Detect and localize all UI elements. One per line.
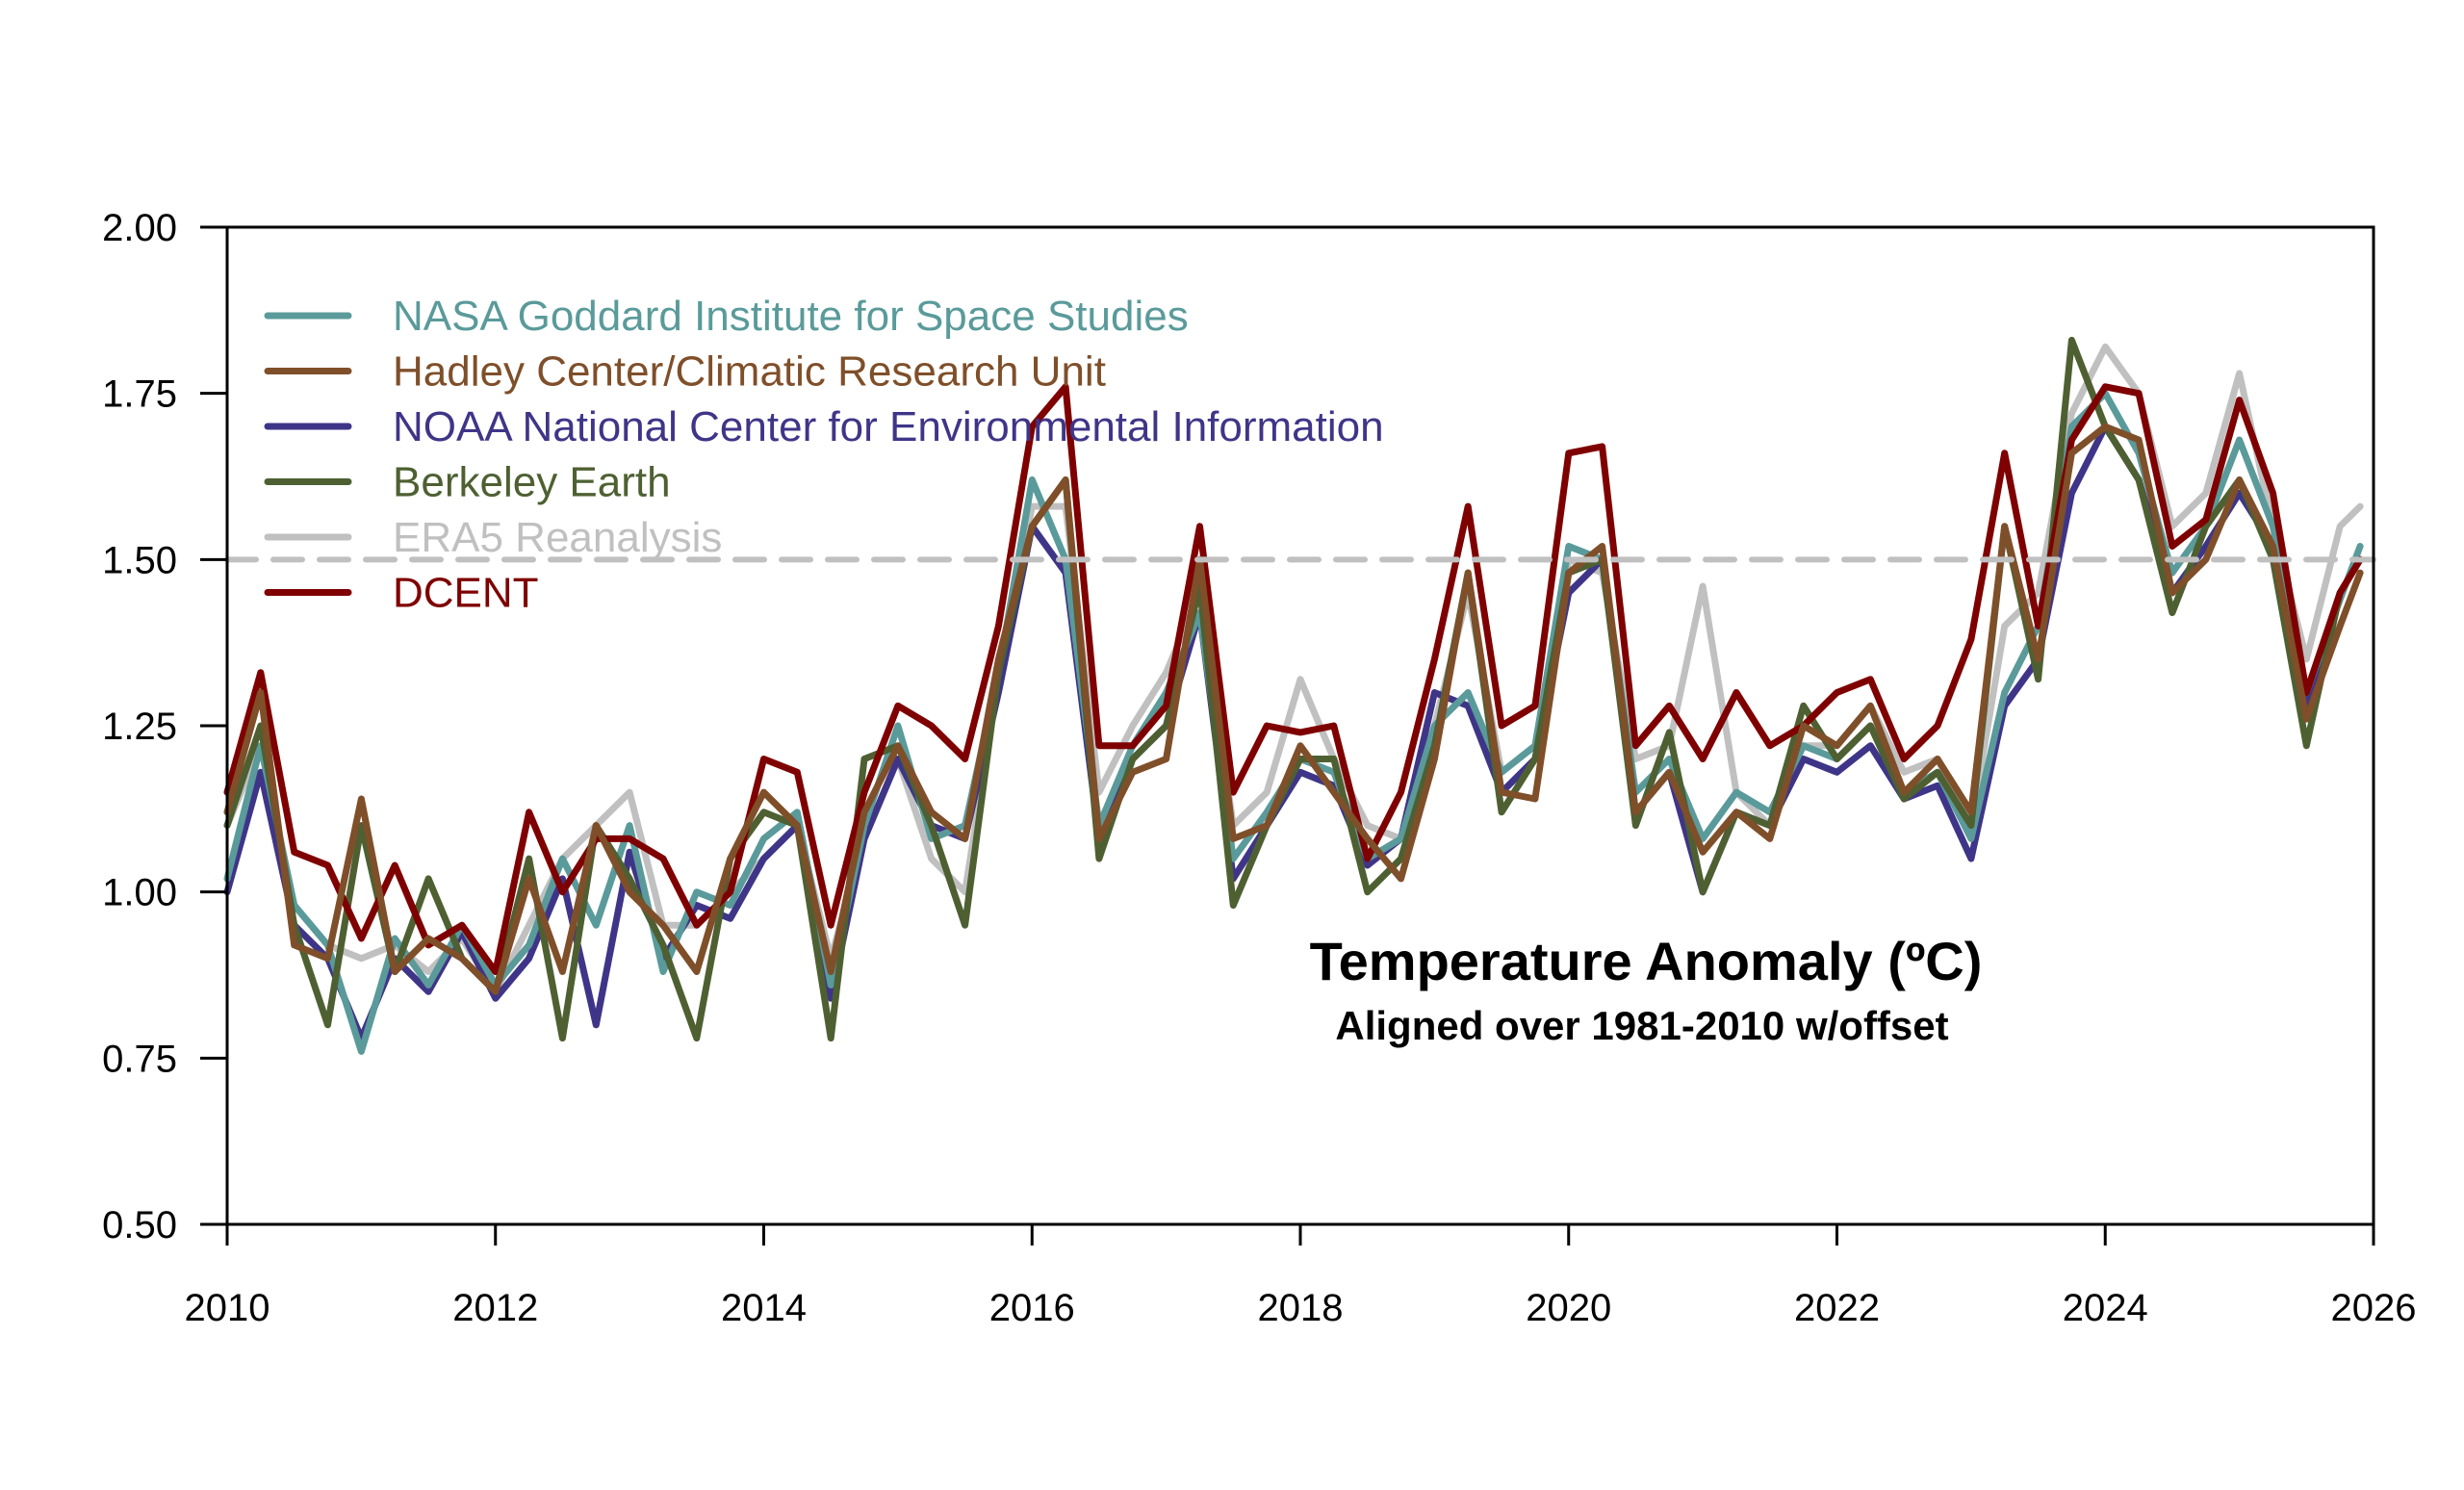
legend-label: NASA Goddard Institute for Space Studies <box>393 293 1189 340</box>
y-tick-label: 2.00 <box>102 207 177 249</box>
y-tick-label: 1.00 <box>102 872 177 914</box>
chart-subtitle: Aligned over 1981-2010 w/offset <box>1335 1003 1948 1048</box>
y-tick-label: 0.50 <box>102 1204 177 1246</box>
series-line-noaa-national-center-for-environmental-information <box>223 423 2364 1042</box>
legend: NASA Goddard Institute for Space Studies… <box>264 293 1384 617</box>
series-line-dcent <box>223 383 2364 975</box>
y-tick-label: 0.75 <box>102 1038 177 1080</box>
x-tick-label: 2022 <box>1794 1287 1880 1329</box>
y-tick-label: 1.75 <box>102 373 177 416</box>
x-tick-label: 2012 <box>452 1287 538 1329</box>
x-tick-label: 2026 <box>2331 1287 2417 1329</box>
chart-title: Temperature Anomaly (ºC) <box>1310 931 1983 991</box>
x-tick-label: 2016 <box>989 1287 1075 1329</box>
x-axis: 2010 2012 2014 2016 2018 2020 2022 2024 2026 <box>185 1224 2417 1329</box>
y-axis: 0.50 0.75 1.00 1.25 1.50 1.75 2.00 <box>102 207 227 1246</box>
series-line-era5-reanalysis <box>223 343 2364 995</box>
legend-label: DCENT <box>393 570 539 617</box>
y-tick-label: 1.50 <box>102 539 177 581</box>
series-line-hadley-center-climatic-research-unit <box>223 423 2364 995</box>
x-tick-label: 2024 <box>2063 1287 2148 1329</box>
x-tick-label: 2020 <box>1526 1287 1611 1329</box>
legend-label: Berkeley Earth <box>393 459 671 506</box>
legend-label: NOAA National Center for Environmental I… <box>393 403 1384 450</box>
legend-label: Hadley Center/Climatic Research Unit <box>393 348 1106 396</box>
y-tick-label: 1.25 <box>102 706 177 748</box>
series-layer <box>223 336 2364 1055</box>
x-tick-label: 2014 <box>721 1287 807 1329</box>
x-tick-label: 2018 <box>1258 1287 1344 1329</box>
legend-label: ERA5 Reanalysis <box>393 514 722 561</box>
x-tick-label: 2010 <box>185 1287 270 1329</box>
